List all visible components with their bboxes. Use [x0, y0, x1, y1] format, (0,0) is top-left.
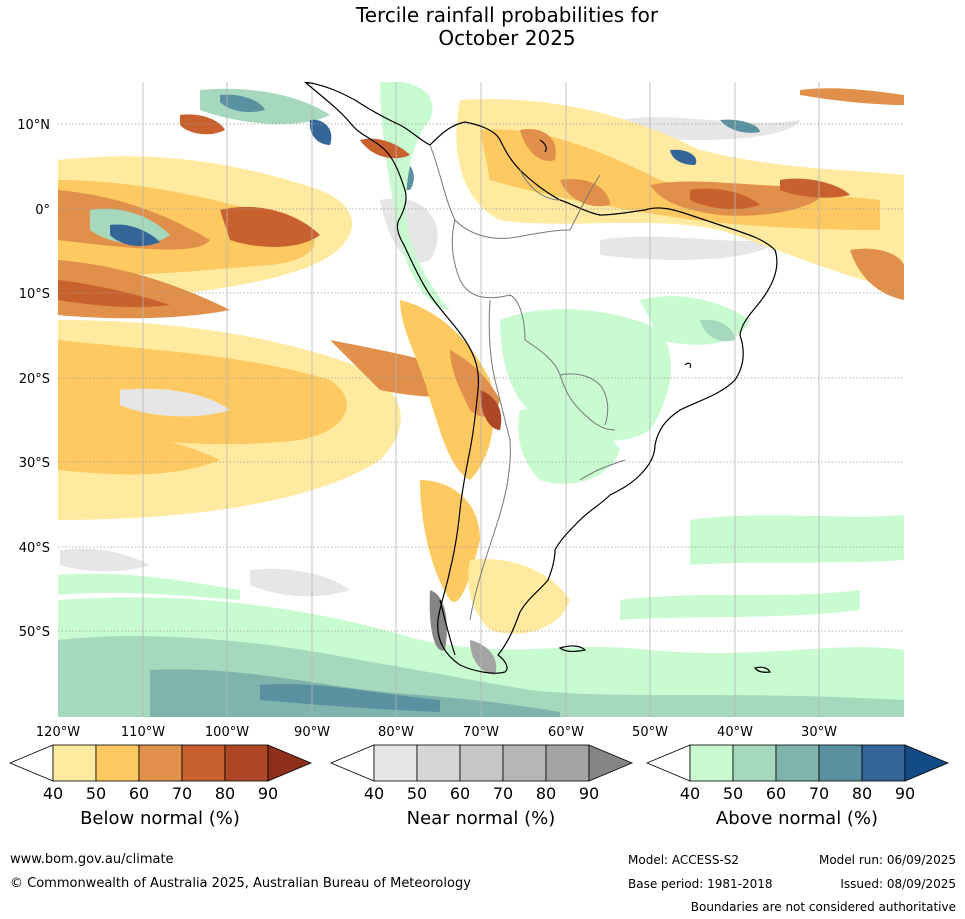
colorbar-tick-label: 70 — [809, 784, 829, 803]
lon-label: 50°W — [632, 725, 668, 740]
title-line-1: Tercile rainfall probabilities for — [355, 3, 659, 27]
colorbar-tick-label: 90 — [579, 784, 599, 803]
colorbar-segment — [459, 744, 504, 782]
lat-label: 20°S — [19, 372, 50, 387]
lat-label: 10°S — [19, 287, 50, 302]
lon-label: 100°W — [205, 725, 249, 740]
colorbar-tick-label: 60 — [129, 784, 149, 803]
colorbar-tick-label: 90 — [895, 784, 915, 803]
above-normal-title: Above normal (%) — [715, 808, 879, 829]
lat-label: 30°S — [19, 456, 50, 471]
meridians — [142, 82, 820, 717]
latitude-labels: 10°N 0° 10°S 20°S 30°S 40°S 50°S — [17, 118, 50, 640]
colorbar-tick-label: 40 — [680, 784, 700, 803]
colorbar-min-extend — [329, 744, 375, 782]
colorbar-segment — [416, 744, 461, 782]
colorbar-max-extend — [904, 744, 950, 782]
colorbar-tick-label: 80 — [215, 784, 235, 803]
colorbar-segment — [775, 744, 820, 782]
colorbar-tick-label: 80 — [536, 784, 556, 803]
colorbar-tick-label: 80 — [852, 784, 872, 803]
colorbar-segment — [52, 744, 97, 782]
longitude-labels: 120°W 110°W 100°W 90°W 80°W 70°W 60°W 50… — [36, 725, 837, 740]
colorbar-segment — [138, 744, 183, 782]
lon-label: 80°W — [378, 725, 414, 740]
lon-label: 30°W — [801, 725, 837, 740]
colorbar-segment — [502, 744, 547, 782]
colorbar-tick-label: 70 — [493, 784, 513, 803]
colorbar-tick-label: 50 — [723, 784, 743, 803]
colorbar-tick-label: 60 — [766, 784, 786, 803]
graticule — [58, 123, 904, 632]
colorbar-segment — [861, 744, 906, 782]
colorbar-min-extend — [8, 744, 54, 782]
map-title: Tercile rainfall probabilities for Octob… — [0, 4, 965, 50]
footer-model: Model: ACCESS-S2 — [628, 853, 740, 867]
lon-label: 70°W — [463, 725, 499, 740]
lon-label: 40°W — [717, 725, 753, 740]
country-borders — [429, 144, 626, 621]
below-normal-title: Below normal (%) — [80, 808, 240, 829]
lat-label: 10°N — [17, 118, 50, 133]
footer-boundaries: Boundaries are not considered authoritat… — [690, 900, 956, 914]
colorbar-tick-label: 40 — [43, 784, 63, 803]
footer-url[interactable]: www.bom.gov.au/climate — [10, 852, 174, 867]
colorbar-tick-label: 60 — [450, 784, 470, 803]
lat-label: 50°S — [19, 625, 50, 640]
colorbar-max-extend — [588, 744, 634, 782]
lat-label: 0° — [35, 203, 50, 218]
colorbar-tick-label: 50 — [86, 784, 106, 803]
footer-model-run: Model run: 06/09/2025 — [818, 853, 956, 867]
colorbar-segment — [545, 744, 590, 782]
colorbar-segment — [373, 744, 418, 782]
colorbar-segment — [818, 744, 863, 782]
colorbar-max-extend — [267, 744, 313, 782]
colorbar-min-extend — [645, 744, 691, 782]
lon-label: 90°W — [294, 725, 330, 740]
colorbar-tick-label: 90 — [258, 784, 278, 803]
title-line-2: October 2025 — [438, 26, 576, 50]
footer-base-period: Base period: 1981-2018 — [628, 877, 773, 891]
above-normal-colorbar: 40 50 60 70 80 90 — [645, 744, 950, 803]
colorbar-segment — [181, 744, 226, 782]
colorbar-segment — [95, 744, 140, 782]
near-normal-title: Near normal (%) — [406, 808, 556, 829]
colorbar-tick-label: 70 — [172, 784, 192, 803]
lon-label: 110°W — [121, 725, 165, 740]
colorbar-tick-label: 50 — [407, 784, 427, 803]
footer-copyright: © Commonwealth of Australia 2025, Austra… — [10, 876, 471, 891]
below-normal-colorbar: 40 50 60 70 80 90 — [8, 744, 313, 803]
colorbar-segment — [689, 744, 734, 782]
near-normal-colorbar: 40 50 60 70 80 90 — [329, 744, 634, 803]
colorbars: 40 50 60 70 80 90 40 50 60 70 80 90 40 50 60 70 80 90 — [8, 744, 950, 803]
footer-issued: Issued: 08/09/2025 — [840, 877, 956, 891]
lon-label: 60°W — [548, 725, 584, 740]
colorbar-segment — [732, 744, 777, 782]
colorbar-tick-label: 40 — [364, 784, 384, 803]
lon-label: 120°W — [36, 725, 80, 740]
coastlines — [304, 82, 778, 674]
colorbar-segment — [224, 744, 269, 782]
lat-label: 40°S — [19, 541, 50, 556]
